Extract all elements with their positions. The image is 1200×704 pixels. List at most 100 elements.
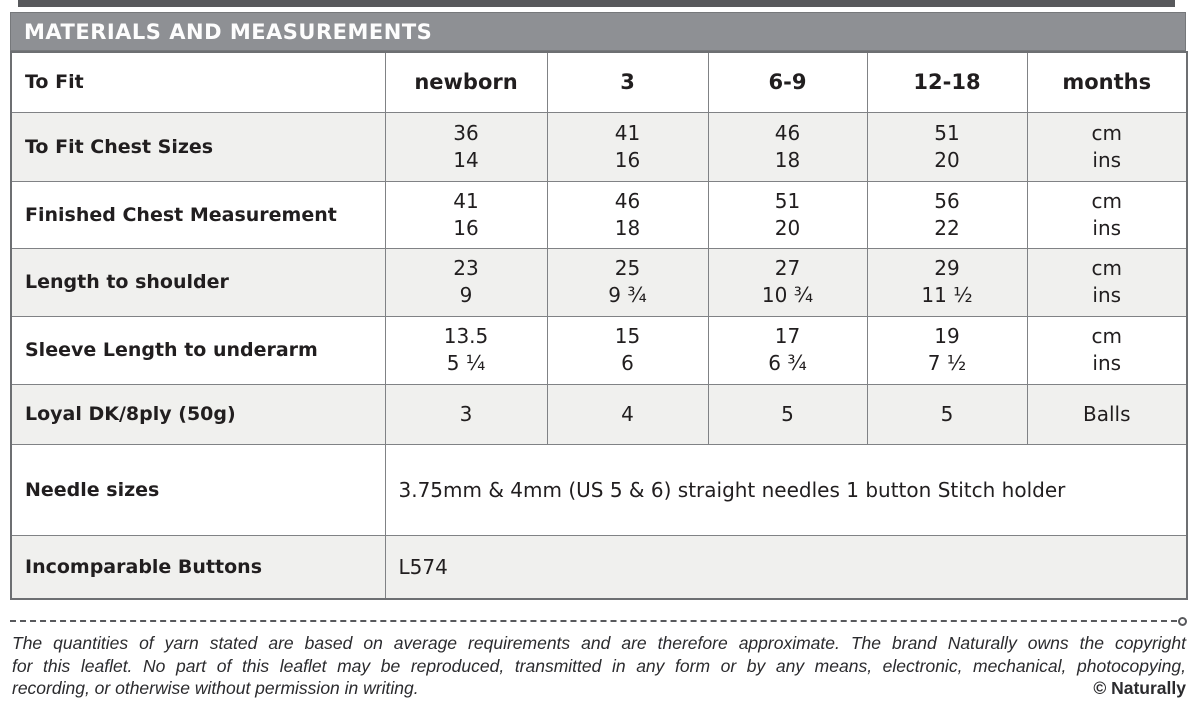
cell-line-ins: 14 <box>453 147 479 172</box>
needle-line: 1 button <box>846 477 932 502</box>
cell-line-cm: cm <box>1091 120 1122 145</box>
cell-line-ins: 22 <box>934 215 960 240</box>
size-header-cell: newborn <box>384 51 548 113</box>
table-cell: 27 10 ¾ <box>707 247 868 317</box>
cell-line-ins: 20 <box>774 215 801 240</box>
table-cell: 46 18 <box>546 180 709 249</box>
row-label: Loyal DK/8ply (50g) <box>10 383 386 445</box>
table-cell: 36 14 <box>384 111 548 182</box>
cell-line-ins: ins <box>1092 351 1122 375</box>
cell-line-cm: 19 <box>934 324 960 348</box>
table-cell: 5 <box>866 383 1028 445</box>
table-row-needle-sizes: Needle sizes 3.75mm & 4mm (US 5 & 6) str… <box>10 443 1188 536</box>
cell-line-cm: 23 <box>453 256 479 280</box>
table-cell: 4 <box>546 383 709 445</box>
table-cell: 41 16 <box>384 180 548 249</box>
table-cell: 5 <box>707 383 868 445</box>
cell-line-ins: 18 <box>774 147 801 172</box>
copyright-last-line: recording, or otherwise without permissi… <box>12 677 1186 700</box>
cell-line-cm: 41 <box>453 188 479 213</box>
table-cell: 3 <box>384 383 548 445</box>
row-label: Sleeve Length to underarm <box>10 315 386 385</box>
table-row-length-to-shoulder: Length to shoulder 23 9 25 9 ¾ 27 10 ¾ 2… <box>10 247 1188 317</box>
cell-line-cm: 13.5 <box>443 324 489 348</box>
row-label: Incomparable Buttons <box>10 534 386 600</box>
cell-line-ins: 11 ½ <box>921 283 973 307</box>
cell-line-ins: 16 <box>453 215 479 240</box>
cell-line-cm: 36 <box>453 120 479 145</box>
table-cell: 46 18 <box>707 111 868 182</box>
copyright-text-line: for this leaflet. No part of this leafle… <box>12 655 1186 676</box>
table-cell: 25 9 ¾ <box>546 247 709 317</box>
row-label: To Fit <box>10 51 386 113</box>
size-header-cell: 12-18 <box>866 51 1028 113</box>
cell-line-ins: 9 <box>459 283 473 307</box>
unit-cell: cm ins <box>1026 180 1188 249</box>
cell-line-ins: 16 <box>614 147 641 172</box>
cell-line-ins: 20 <box>934 147 960 172</box>
table-cell: 41 16 <box>546 111 709 182</box>
cell-line-cm: 56 <box>934 188 960 213</box>
needle-line: 3.75mm & 4mm (US 5 & 6) straight needles <box>398 477 840 502</box>
cell-line-ins: ins <box>1092 215 1122 240</box>
table-row-to-fit: To Fit newborn 3 6-9 12-18 months <box>10 51 1188 113</box>
table-cell: 23 9 <box>384 247 548 317</box>
section-title: MATERIALS AND MEASUREMENTS <box>24 19 433 44</box>
table-cell: 29 11 ½ <box>866 247 1028 317</box>
cell-line-cm: 51 <box>774 188 801 213</box>
cell-line-cm: 41 <box>614 120 641 145</box>
materials-measurements-table: To Fit newborn 3 6-9 12-18 months To Fit… <box>10 51 1188 600</box>
table-row-buttons: Incomparable Buttons L574 <box>10 534 1188 600</box>
cell-line-ins: 5 ¼ <box>446 351 486 375</box>
section-title-bar: MATERIALS AND MEASUREMENTS <box>10 12 1186 51</box>
cell-line-cm: cm <box>1091 188 1122 213</box>
unit-cell: cm ins <box>1026 247 1188 317</box>
cell-line-cm: 27 <box>774 256 801 280</box>
cell-line-cm: cm <box>1091 256 1122 280</box>
cell-line-cm: 25 <box>614 256 641 280</box>
needle-sizes-cell: 3.75mm & 4mm (US 5 & 6) straight needles… <box>384 443 1188 536</box>
table-row-finished-chest: Finished Chest Measurement 41 16 46 18 5… <box>10 180 1188 249</box>
table-row-chest-sizes: To Fit Chest Sizes 36 14 41 16 46 18 51 … <box>10 111 1188 182</box>
page-top-edge-strip <box>18 0 1175 7</box>
cell-line-ins: 6 <box>621 351 634 375</box>
unit-cell: cm ins <box>1026 315 1188 385</box>
table-row-yarn-balls: Loyal DK/8ply (50g) 3 4 5 5 Balls <box>10 383 1188 445</box>
needle-line: Stitch holder <box>937 477 1066 502</box>
size-header-cell: months <box>1026 51 1188 113</box>
unit-cell: Balls <box>1026 383 1188 445</box>
cell-line-ins: ins <box>1092 283 1122 307</box>
row-label: To Fit Chest Sizes <box>10 111 386 182</box>
cell-line-ins: ins <box>1092 147 1122 172</box>
table-cell: 13.5 5 ¼ <box>384 315 548 385</box>
cell-line-cm: 29 <box>934 256 960 280</box>
copyright-text-line: The quantities of yarn stated are based … <box>12 633 1186 653</box>
table-cell: 51 20 <box>866 111 1028 182</box>
cell-line-ins: 9 ¾ <box>608 283 647 307</box>
cell-line-cm: 17 <box>774 324 801 348</box>
unit-cell: cm ins <box>1026 111 1188 182</box>
cell-line-ins: 18 <box>614 215 641 240</box>
row-label: Needle sizes <box>10 443 386 536</box>
size-header-cell: 3 <box>546 51 709 113</box>
cell-line-ins: 10 ¾ <box>761 283 814 307</box>
table-cell: 17 6 ¾ <box>707 315 868 385</box>
brand-copyright: © Naturally <box>1093 678 1186 698</box>
table-cell: 56 22 <box>866 180 1028 249</box>
dashed-cut-line <box>10 617 1187 626</box>
table-cell: 19 7 ½ <box>866 315 1028 385</box>
row-label: Finished Chest Measurement <box>10 180 386 249</box>
table-cell: 15 6 <box>546 315 709 385</box>
copyright-notice: The quantities of yarn stated are based … <box>12 632 1186 700</box>
cell-line-cm: cm <box>1091 324 1122 348</box>
copyright-text-line: recording, or otherwise without permissi… <box>12 678 419 698</box>
cell-line-cm: 15 <box>614 324 641 348</box>
row-label: Length to shoulder <box>10 247 386 317</box>
cell-line-cm: 46 <box>774 120 801 145</box>
size-header-cell: 6-9 <box>707 51 868 113</box>
buttons-code-cell: L574 <box>384 534 1188 600</box>
cell-line-cm: 46 <box>614 188 641 213</box>
cell-line-ins: 7 ½ <box>927 351 967 375</box>
cell-line-ins: 6 ¾ <box>768 351 807 375</box>
table-cell: 51 20 <box>707 180 868 249</box>
